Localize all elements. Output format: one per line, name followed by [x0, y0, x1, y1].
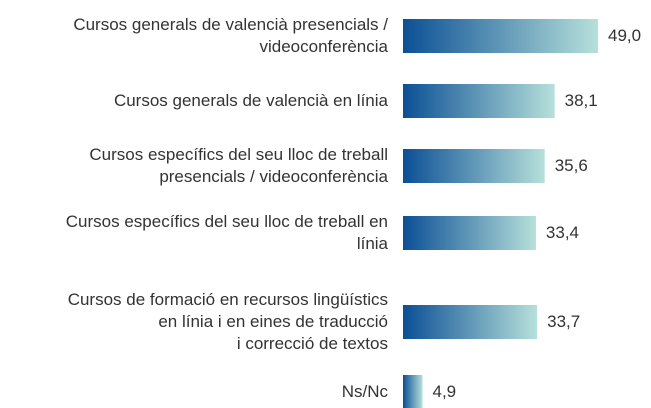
value-label: 33,4	[545, 223, 580, 242]
value-label: 35,6	[554, 156, 588, 175]
value-label: 33,7	[547, 312, 581, 331]
category-label: Cursos específics del seu lloc de trebal…	[89, 145, 388, 186]
category-label: Cursos generals de valencià en línia	[113, 91, 388, 110]
bar	[403, 19, 599, 53]
value-label: 38,1	[564, 91, 598, 110]
value-label: 4,9	[432, 382, 457, 401]
category-label: Ns/Nc	[341, 382, 388, 401]
category-label: Cursos de formació en recursos lingüísti…	[67, 290, 388, 353]
category-label: Cursos generals de valencià presencials …	[73, 15, 388, 56]
bar	[403, 305, 538, 339]
value-label: 49,0	[608, 26, 642, 45]
category-label: Cursos específics del seu lloc de trebal…	[65, 212, 388, 253]
bar	[403, 375, 423, 408]
bar	[403, 216, 536, 250]
bar	[403, 84, 555, 118]
bar	[403, 149, 545, 183]
